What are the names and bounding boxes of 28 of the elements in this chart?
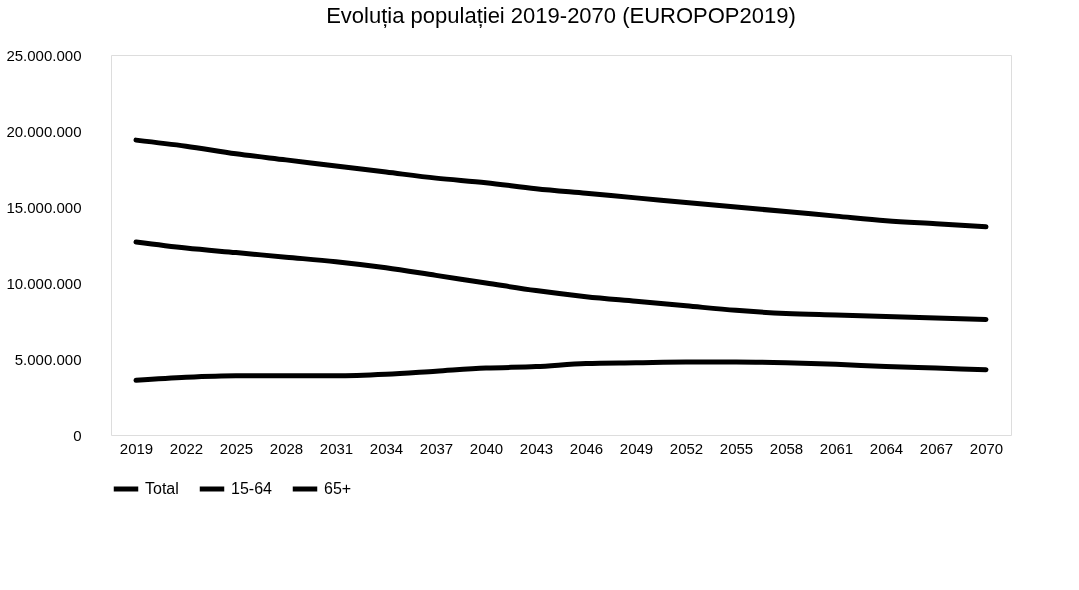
x-tick-label: 2019 [119, 439, 154, 457]
x-tick-label: 2070 [969, 439, 1004, 457]
x-tick-label: 2049 [619, 439, 654, 457]
x-tick-label: 2052 [669, 439, 704, 457]
x-tick-label: 2034 [369, 439, 404, 457]
x-tick-label: 2058 [769, 439, 804, 457]
x-tick-label: 2067 [919, 439, 954, 457]
y-tick-label: 15.000.000 [6, 198, 82, 216]
y-tick-label: 10.000.000 [6, 274, 82, 292]
legend-label: 65+ [324, 480, 352, 497]
legend-label: Total [145, 480, 179, 497]
y-tick-label: 0 [73, 426, 82, 444]
y-tick-label: 5.000.000 [14, 350, 82, 368]
x-tick-label: 2055 [719, 439, 754, 457]
x-tick-label: 2040 [469, 439, 504, 457]
y-tick-label: 25.000.000 [6, 46, 82, 64]
x-tick-label: 2061 [819, 439, 854, 457]
x-tick-label: 2043 [519, 439, 554, 457]
x-tick-label: 2022 [169, 439, 204, 457]
legend-label: 15-64 [231, 480, 273, 497]
x-tick-label: 2046 [569, 439, 604, 457]
x-tick-label: 2025 [219, 439, 254, 457]
x-tick-label: 2064 [869, 439, 904, 457]
chart-title: Evoluția populației 2019-2070 (EUROPOP2019) [326, 3, 796, 28]
x-tick-label: 2037 [419, 439, 454, 457]
x-tick-label: 2031 [319, 439, 354, 457]
x-tick-label: 2028 [269, 439, 304, 457]
y-tick-label: 20.000.000 [6, 122, 82, 140]
